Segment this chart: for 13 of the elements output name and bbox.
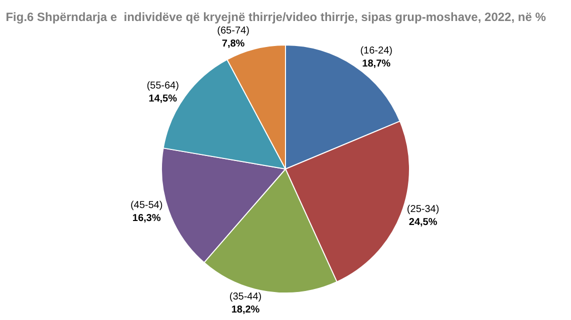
slice-label: (65-74) [217, 25, 250, 36]
data-label: 7,8% [222, 38, 245, 50]
chart-title: Fig.6 Shpërndarja e individëve që kryejnë thirrje/video thirrje, sipas grup-moshave, 2022, në % [6, 10, 546, 24]
data-label: 16,3% [132, 212, 161, 224]
slice-label: (16-24) [360, 45, 392, 56]
data-label: 24,5% [408, 216, 438, 228]
slice-label: (35-44) [229, 291, 262, 302]
slice-label: (25-34) [406, 204, 440, 215]
slice-label: (45-54) [130, 200, 163, 211]
data-label: 14,5% [148, 93, 178, 104]
data-label: 18,2% [231, 304, 260, 316]
slice-label: (55-64) [146, 80, 179, 92]
data-label: 18,7% [362, 58, 391, 70]
